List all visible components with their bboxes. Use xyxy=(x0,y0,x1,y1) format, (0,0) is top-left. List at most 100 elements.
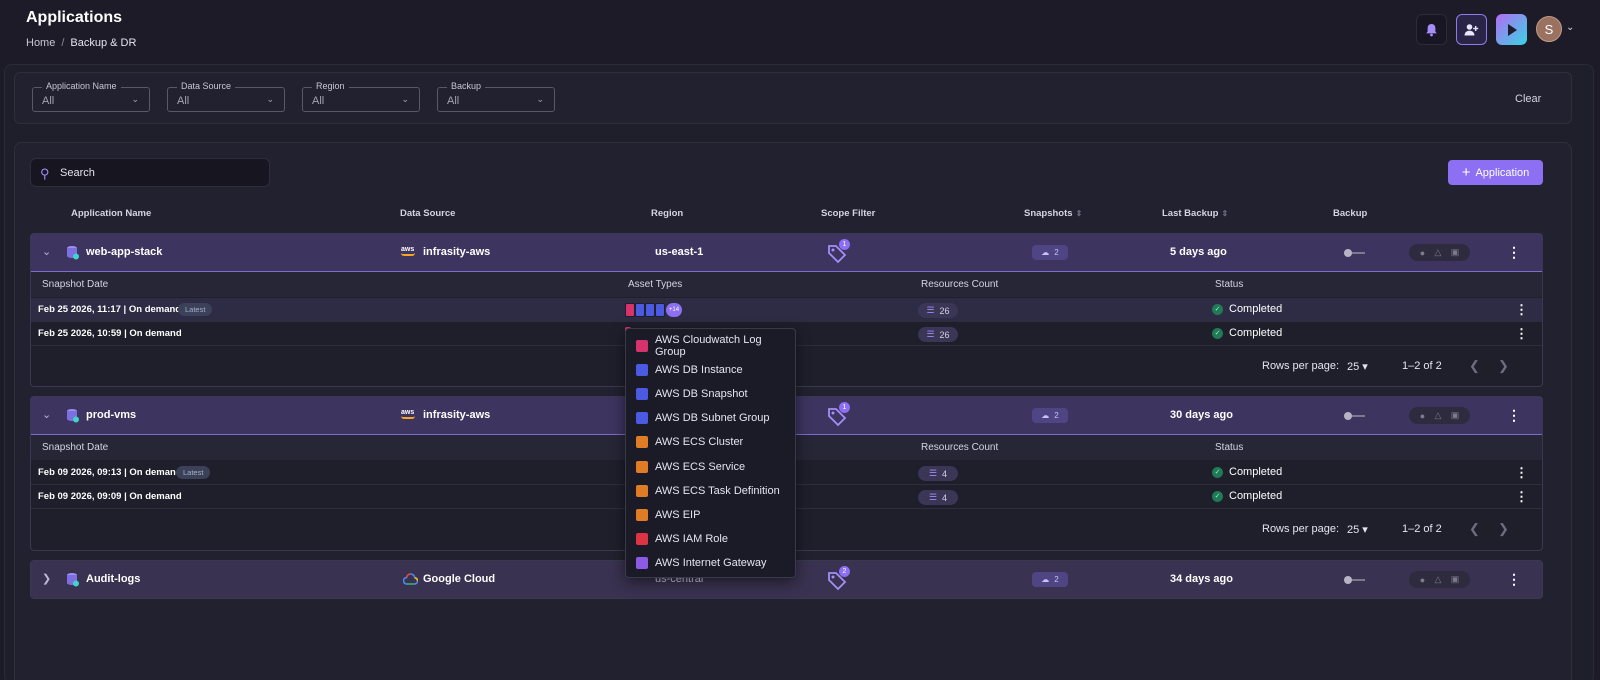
filter-label: Region xyxy=(312,81,349,91)
asset-item[interactable]: AWS DB Instance xyxy=(636,362,743,378)
chevron-down-icon[interactable]: ⌄ xyxy=(42,409,52,421)
application-name-filter[interactable]: Application Name All ⌄ xyxy=(32,81,150,112)
cloud-icon: ☁ xyxy=(1041,411,1050,420)
col-resources-count: Resources Count xyxy=(921,442,999,453)
application-name[interactable]: Audit-logs xyxy=(86,573,141,585)
col-status: Status xyxy=(1215,279,1244,290)
resources-chip: ☰ 26 xyxy=(918,303,958,318)
prev-page-icon[interactable]: ❮ xyxy=(1469,521,1480,536)
snapshots-count: 2 xyxy=(1054,575,1059,584)
chevron-down-icon: ⌄ xyxy=(536,94,544,104)
snapshot-date: Feb 09 2026, 09:13 | On demand xyxy=(38,467,182,478)
application-name[interactable]: web-app-stack xyxy=(86,246,163,258)
resources-chip: ☰ 26 xyxy=(918,327,958,342)
application-name[interactable]: prod-vms xyxy=(86,409,137,421)
col-snapshots[interactable]: Snapshots ⇕ xyxy=(1024,208,1082,219)
rows-per-page-value: 25 xyxy=(1347,524,1360,536)
asset-item[interactable]: AWS ECS Task Definition xyxy=(636,483,780,499)
asset-types-dropdown: AWS Cloudwatch Log Group AWS DB Instance… xyxy=(625,328,796,578)
more-options-icon[interactable]: ⋮ xyxy=(1515,302,1528,317)
data-source: infrasity-aws xyxy=(423,246,491,258)
dot-icon: ● xyxy=(1419,247,1426,258)
more-options-icon[interactable]: ⋮ xyxy=(1515,465,1528,480)
sort-icon: ⇕ xyxy=(1221,209,1229,218)
resources-chip: ☰ 4 xyxy=(918,466,958,481)
more-options-icon[interactable]: ⋮ xyxy=(1507,244,1521,260)
region-filter[interactable]: Region All ⌄ xyxy=(302,81,420,112)
more-options-icon[interactable]: ⋮ xyxy=(1515,489,1528,504)
snapshots-count: 2 xyxy=(1054,411,1059,420)
ecs-task-icon xyxy=(636,485,648,497)
resources-count: 4 xyxy=(942,492,948,503)
asset-item[interactable]: AWS ECS Cluster xyxy=(636,434,743,450)
asset-label: AWS Cloudwatch Log Group xyxy=(654,334,762,358)
status: ✓ Completed xyxy=(1212,490,1282,502)
bell-icon xyxy=(1426,23,1437,36)
chevron-down-icon[interactable]: ⌄ xyxy=(1566,22,1575,33)
snapshots-chip[interactable]: ☁ 2 xyxy=(1032,408,1068,423)
data-source-filter[interactable]: Data Source All ⌄ xyxy=(167,81,285,112)
asset-item[interactable]: AWS DB Subnet Group xyxy=(636,410,770,426)
db-subnet-icon xyxy=(636,412,648,424)
rows-per-page-select[interactable]: 25 ▾ xyxy=(1347,361,1368,373)
check-icon: ✓ xyxy=(1212,303,1223,315)
snapshots-chip[interactable]: ☁ 2 xyxy=(1032,572,1068,587)
tag-icon[interactable] xyxy=(826,242,848,264)
db-subnet-icon xyxy=(655,303,665,317)
backup-filter[interactable]: Backup All ⌄ xyxy=(437,81,555,112)
snapshots-chip[interactable]: ☁ 2 xyxy=(1032,245,1068,260)
notifications-button[interactable] xyxy=(1416,14,1447,45)
pagination: Rows per page: 25 ▾ 1–2 of 2 ❮ ❯ xyxy=(31,348,1542,386)
rows-per-page-select[interactable]: 25 ▾ xyxy=(1347,524,1368,536)
chevron-down-icon: ⌄ xyxy=(266,94,274,104)
dot-icon: ● xyxy=(1419,574,1426,585)
asset-item[interactable]: AWS DB Snapshot xyxy=(636,386,748,402)
snapshot-row[interactable]: Feb 25 2026, 11:17 | On demand Latest +1… xyxy=(31,298,1542,322)
application-group: ❯ Audit-logs Google Cloud us-central 2 ☁… xyxy=(30,560,1543,599)
backup-toggle[interactable] xyxy=(1344,249,1365,257)
col-last-backup[interactable]: Last Backup ⇕ xyxy=(1162,208,1228,219)
chevron-right-icon[interactable]: ❯ xyxy=(42,573,52,585)
tag-icon[interactable] xyxy=(826,405,848,427)
col-scope-filter: Scope Filter xyxy=(821,208,876,219)
scope-badge: 2 xyxy=(839,566,850,577)
avatar[interactable]: S xyxy=(1536,16,1562,42)
more-options-icon[interactable]: ⋮ xyxy=(1507,571,1521,587)
breadcrumb-home[interactable]: Home xyxy=(26,37,56,49)
status: ✓ Completed xyxy=(1212,303,1282,315)
next-page-icon[interactable]: ❯ xyxy=(1498,521,1509,536)
scope-badge: 1 xyxy=(839,402,850,413)
filter-value: All xyxy=(447,95,460,107)
clear-filters-button[interactable]: Clear xyxy=(1515,93,1542,105)
database-icon xyxy=(67,573,79,587)
next-page-icon[interactable]: ❯ xyxy=(1498,358,1509,373)
search-input[interactable]: ⚲ Search xyxy=(30,158,270,187)
col-snapshots-label: Snapshots xyxy=(1024,208,1073,219)
latest-badge: Latest xyxy=(178,303,213,316)
asset-item[interactable]: AWS IAM Role xyxy=(636,531,728,547)
search-icon: ⚲ xyxy=(40,166,50,181)
backup-toggle[interactable] xyxy=(1344,576,1365,584)
db-snapshot-icon xyxy=(645,303,655,317)
tag-icon[interactable] xyxy=(826,569,848,591)
play-icon xyxy=(1507,23,1517,36)
more-options-icon[interactable]: ⋮ xyxy=(1515,326,1528,341)
asset-item[interactable]: AWS ECS Service xyxy=(636,459,745,475)
application-row[interactable]: ⌄ web-app-stack aws infrasity-aws us-eas… xyxy=(31,234,1542,271)
add-application-button[interactable]: + Application xyxy=(1448,160,1543,185)
snapshots-count: 2 xyxy=(1054,248,1059,257)
asset-item[interactable]: AWS Internet Gateway xyxy=(636,555,766,571)
backup-toggle[interactable] xyxy=(1344,412,1365,420)
chevron-down-icon[interactable]: ⌄ xyxy=(42,246,52,258)
asset-item[interactable]: AWS Cloudwatch Log Group xyxy=(636,334,795,358)
invite-user-button[interactable] xyxy=(1456,14,1487,45)
eip-icon xyxy=(636,509,648,521)
database-icon xyxy=(67,246,79,260)
cloudwatch-icon xyxy=(625,303,635,317)
filter-bar xyxy=(14,72,1572,124)
chevron-down-icon: ⌄ xyxy=(401,94,409,104)
more-options-icon[interactable]: ⋮ xyxy=(1507,407,1521,423)
prev-page-icon[interactable]: ❮ xyxy=(1469,358,1480,373)
play-button[interactable] xyxy=(1496,14,1527,45)
asset-item[interactable]: AWS EIP xyxy=(636,507,700,523)
